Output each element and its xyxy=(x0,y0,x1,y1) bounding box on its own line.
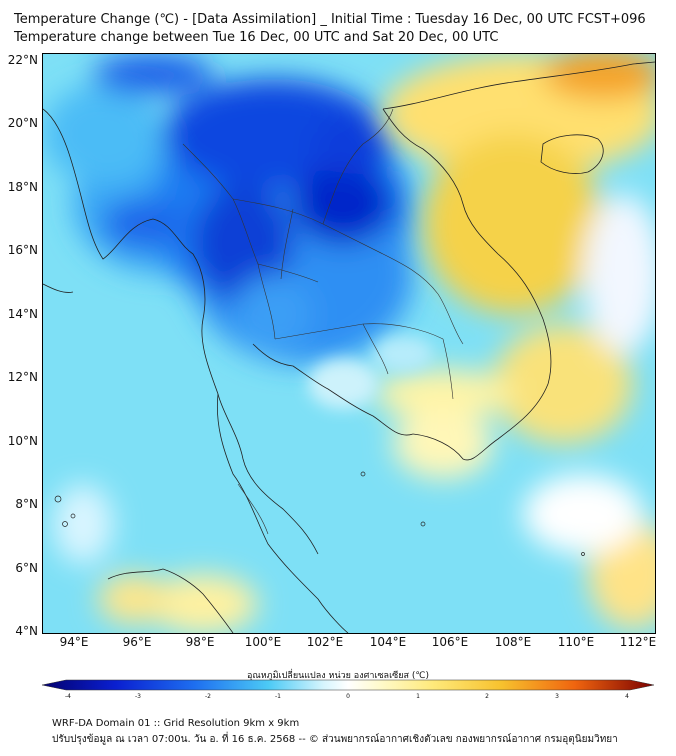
lon-tick-label: 106°E xyxy=(431,635,469,649)
lat-tick-label: 16°N xyxy=(7,243,38,257)
colorbar xyxy=(41,679,655,691)
colorbar-tick: 3 xyxy=(555,693,559,700)
map-subtitle: Temperature change between Tue 16 Dec, 0… xyxy=(14,30,499,45)
colorbar-tick: -1 xyxy=(275,693,281,700)
lat-tick-label: 4°N xyxy=(15,624,38,638)
lon-tick-label: 112°E xyxy=(619,635,657,649)
colorbar-tick: -3 xyxy=(135,693,141,700)
islands xyxy=(54,471,585,556)
colorbar-tick: 2 xyxy=(485,693,489,700)
lat-tick-label: 22°N xyxy=(7,53,38,67)
colorbar-tick: 4 xyxy=(625,693,629,700)
footer-model-info: WRF-DA Domain 01 :: Grid Resolution 9km … xyxy=(52,718,300,729)
lat-tick-label: 12°N xyxy=(7,370,38,384)
footer-credit: ปรับปรุงข้อมูล ณ เวลา 07:00น. วัน อ. ที่… xyxy=(52,734,618,745)
lat-tick-label: 18°N xyxy=(7,180,38,194)
lon-tick-label: 100°E xyxy=(244,635,282,649)
lon-tick-label: 104°E xyxy=(369,635,407,649)
gulf-field xyxy=(308,336,433,409)
lon-tick-label: 98°E xyxy=(185,635,215,649)
lat-tick-label: 10°N xyxy=(7,434,38,448)
lon-tick-label: 94°E xyxy=(59,635,89,649)
colorbar-label: อุณหภูมิเปลี่ยนแปลง หน่วย องศาเซลเซียส (… xyxy=(246,671,430,681)
warming-field xyxy=(53,54,655,633)
lat-tick-label: 14°N xyxy=(7,307,38,321)
colorbar-tick: 0 xyxy=(346,693,350,700)
coastlines xyxy=(43,61,655,633)
lat-tick-label: 8°N xyxy=(15,497,38,511)
lat-tick-label: 6°N xyxy=(15,561,38,575)
lat-tick-label: 20°N xyxy=(7,116,38,130)
lon-tick-label: 110°E xyxy=(557,635,595,649)
cooling-field xyxy=(43,54,413,364)
colorbar-tick: 1 xyxy=(416,693,420,700)
borders xyxy=(182,108,464,535)
colorbar-tick: -4 xyxy=(65,693,71,700)
map-title: Temperature Change (℃) - [Data Assimilat… xyxy=(14,12,646,27)
lon-tick-label: 108°E xyxy=(494,635,532,649)
lon-tick-label: 96°E xyxy=(122,635,152,649)
colorbar-tick: -2 xyxy=(205,693,211,700)
lon-tick-label: 102°E xyxy=(306,635,344,649)
temperature-change-map xyxy=(42,53,656,634)
map-canvas xyxy=(43,54,655,633)
